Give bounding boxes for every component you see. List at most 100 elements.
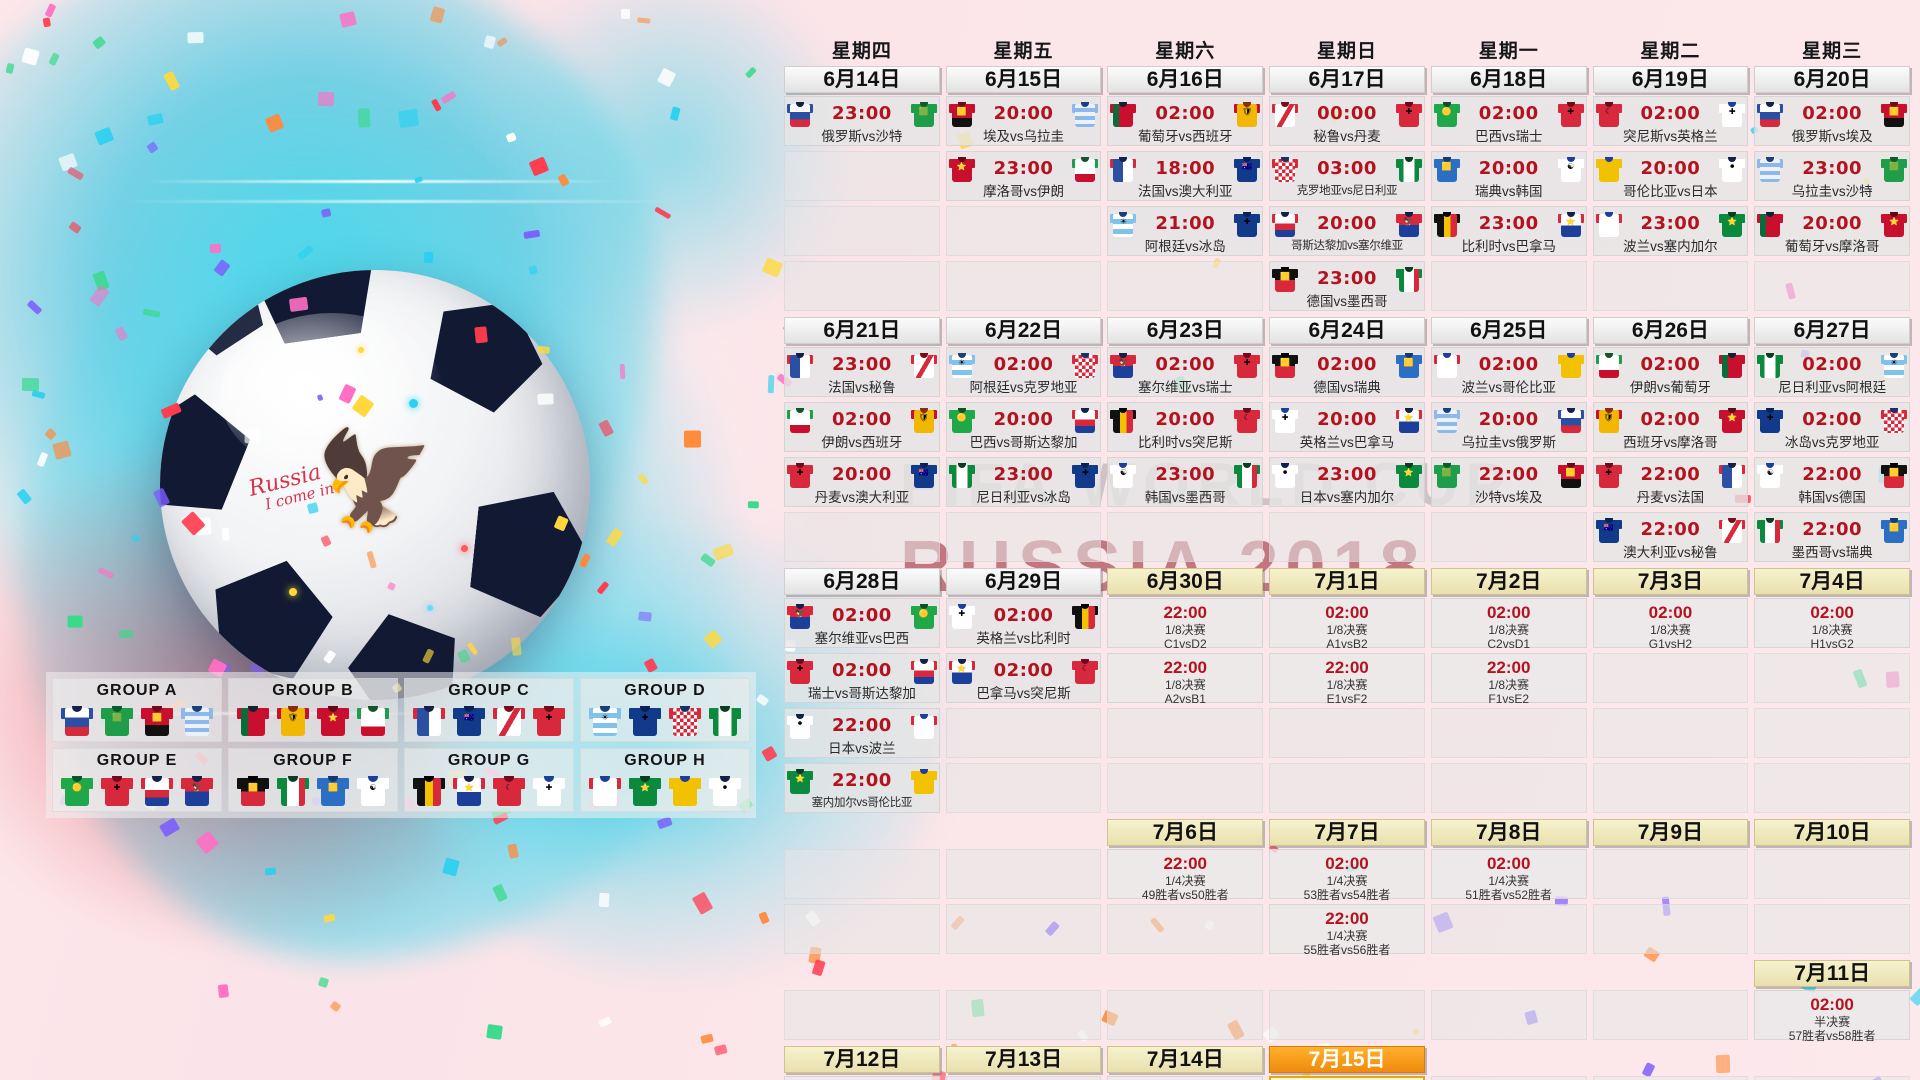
- knockout-match-cell[interactable]: 02:00 1/8决赛 G1vsH2: [1592, 598, 1749, 651]
- match-cell[interactable]: ✚ 22:00 丹麦vs法国: [1592, 457, 1749, 507]
- date-header-6月24日[interactable]: 6月24日: [1269, 317, 1425, 344]
- match-cell[interactable]: 00:00 ✚ 秘鲁vs丹麦: [1269, 96, 1425, 146]
- knockout-match-cell[interactable]: 02:00 半决赛 57胜者vs58胜者: [1754, 990, 1910, 1043]
- date-header-6月22日[interactable]: 6月22日: [945, 317, 1102, 344]
- knockout-match-cell[interactable]: 22:00 1/4决赛 55胜者vs56胜者: [1269, 904, 1425, 957]
- knockout-match-cell[interactable]: 02:00 1/4决赛 53胜者vs54胜者: [1269, 849, 1425, 902]
- knockout-match-cell[interactable]: 02:00 1/4决赛 51胜者vs52胜者: [1430, 849, 1587, 902]
- match-cell[interactable]: 20:00 ⭐ 葡萄牙vs摩洛哥: [1754, 206, 1910, 256]
- match-cell[interactable]: 🛡 02:00 ⭐ 西班牙vs摩洛哥: [1592, 402, 1749, 452]
- match-cell[interactable]: 03:00 克罗地亚vs尼日利亚: [1269, 151, 1425, 201]
- date-header-7月8日[interactable]: 7月8日: [1430, 819, 1587, 846]
- match-cell[interactable]: ☯ 23:00 韩国vs墨西哥: [1107, 457, 1264, 507]
- date-header-7月10日[interactable]: 7月10日: [1754, 819, 1910, 846]
- date-header-6月18日[interactable]: 6月18日: [1430, 66, 1587, 93]
- match-cell[interactable]: 02:00 🛡 伊朗vs西班牙: [784, 402, 940, 452]
- match-cell[interactable]: 23:00 ⭐ 波兰vs塞内加尔: [1592, 206, 1749, 256]
- date-header-7月12日[interactable]: 7月12日: [784, 1046, 940, 1073]
- match-cell[interactable]: 🟡 02:00 ✚ 巴西vs瑞士: [1430, 96, 1587, 146]
- date-header-7月14日[interactable]: 7月14日: [1107, 1046, 1264, 1073]
- match-cell[interactable]: 🦅 02:00 ✚ 塞尔维亚vs瑞士: [1107, 347, 1264, 397]
- group-card-group-h[interactable]: GROUP H ⭐ ⚫: [580, 748, 750, 812]
- date-header-6月21日[interactable]: 6月21日: [784, 317, 940, 344]
- date-header-6月17日[interactable]: 6月17日: [1269, 66, 1425, 93]
- knockout-match-cell[interactable]: 02:00 1/8决赛 H1vsG2: [1754, 598, 1910, 651]
- match-cell[interactable]: ☾ 02:00 ✚ 突尼斯vs英格兰: [1592, 96, 1749, 146]
- match-cell[interactable]: ⭐ 22:00 塞内加尔vs哥伦比亚: [784, 763, 940, 813]
- date-header-7月4日[interactable]: 7月4日: [1754, 568, 1910, 595]
- match-cell[interactable]: 🇦🇺 22:00 澳大利亚vs秘鲁: [1592, 512, 1749, 562]
- match-cell[interactable]: ☀ 02:00 阿根廷vs克罗地亚: [945, 347, 1102, 397]
- match-cell[interactable]: 02:00 🛡 葡萄牙vs西班牙: [1107, 96, 1264, 146]
- knockout-match-cell[interactable]: 02:00 1/8决赛 A1vsB2: [1269, 598, 1425, 651]
- match-cell[interactable]: 20:00 ⚫ 哥伦比亚vs日本: [1592, 151, 1749, 201]
- match-cell[interactable]: ✚ 20:00 ⭐ 英格兰vs巴拿马: [1269, 402, 1425, 452]
- date-header-7月7日[interactable]: 7月7日: [1269, 819, 1425, 846]
- match-cell[interactable]: 02:00 🟨 俄罗斯vs埃及: [1754, 96, 1910, 146]
- match-cell[interactable]: 🟨 20:00 埃及vs乌拉圭: [945, 96, 1102, 146]
- knockout-match-cell[interactable]: 22:00 1/8决赛 F1vsE2: [1430, 653, 1587, 706]
- knockout-match-cell[interactable]: 02:00 1/8决赛 C2vsD1: [1430, 598, 1587, 651]
- date-header-7月3日[interactable]: 7月3日: [1592, 568, 1749, 595]
- match-cell[interactable]: 02:00 ☀ 尼日利亚vs阿根廷: [1754, 347, 1910, 397]
- match-cell[interactable]: ⭐ 02:00 ☾ 巴拿马vs突尼斯: [945, 653, 1102, 703]
- match-cell[interactable]: ✚ 02:00 英格兰vs比利时: [945, 598, 1102, 648]
- match-cell[interactable]: 🟩 22:00 🟨 沙特vs埃及: [1430, 457, 1587, 507]
- date-header-6月29日[interactable]: 6月29日: [945, 568, 1102, 595]
- date-header-7月9日[interactable]: 7月9日: [1592, 819, 1749, 846]
- match-cell[interactable]: ⚫ 22:00 日本vs波兰: [784, 708, 940, 758]
- match-cell[interactable]: 23:00 ✚ 尼日利亚vs冰岛: [945, 457, 1102, 507]
- date-header-7月15日[interactable]: 7月15日: [1269, 1046, 1425, 1073]
- date-header-7月6日[interactable]: 7月6日: [1107, 819, 1264, 846]
- group-card-group-d[interactable]: GROUP D ☀ ✚: [580, 678, 750, 742]
- group-card-group-f[interactable]: GROUP F 🟨 🟨 ☯: [228, 748, 398, 812]
- date-header-6月14日[interactable]: 6月14日: [784, 66, 940, 93]
- match-cell[interactable]: 02:00 伊朗vs葡萄牙: [1592, 347, 1749, 397]
- match-cell[interactable]: 23:00 🟩 俄罗斯vs沙特: [784, 96, 940, 146]
- match-cell[interactable]: 22:00 🟨 墨西哥vs瑞典: [1754, 512, 1910, 562]
- match-cell[interactable]: ☀ 21:00 ✚ 阿根廷vs冰岛: [1107, 206, 1264, 256]
- date-header-7月11日[interactable]: 7月11日: [1754, 960, 1910, 987]
- date-header-6月19日[interactable]: 6月19日: [1592, 66, 1749, 93]
- match-cell[interactable]: 23:00 ⭐ 比利时vs巴拿马: [1430, 206, 1587, 256]
- date-header-6月28日[interactable]: 6月28日: [784, 568, 940, 595]
- group-card-group-a[interactable]: GROUP A 🟩 🟨: [52, 678, 222, 742]
- match-cell[interactable]: 🟨 20:00 ☯ 瑞典vs韩国: [1430, 151, 1587, 201]
- group-card-group-g[interactable]: GROUP G ⭐ ☾ ✚: [404, 748, 574, 812]
- knockout-match-cell[interactable]: 22:00 1/8决赛 C1vsD2: [1107, 598, 1264, 651]
- date-header-6月15日[interactable]: 6月15日: [945, 66, 1102, 93]
- match-cell[interactable]: ⭐ 23:00 摩洛哥vs伊朗: [945, 151, 1102, 201]
- match-cell[interactable]: 🦅 02:00 🟡 塞尔维亚vs巴西: [784, 598, 940, 648]
- match-cell[interactable]: 18:00 🇦🇺 法国vs澳大利亚: [1107, 151, 1264, 201]
- match-cell[interactable]: 23:00 法国vs秘鲁: [784, 347, 940, 397]
- date-header-6月30日[interactable]: 6月30日: [1107, 568, 1264, 595]
- date-header-6月25日[interactable]: 6月25日: [1430, 317, 1587, 344]
- date-header-7月1日[interactable]: 7月1日: [1269, 568, 1425, 595]
- match-cell[interactable]: 20:00 乌拉圭vs俄罗斯: [1430, 402, 1587, 452]
- date-header-7月2日[interactable]: 7月2日: [1430, 568, 1587, 595]
- date-header-6月23日[interactable]: 6月23日: [1107, 317, 1264, 344]
- match-cell[interactable]: 🟨 23:00 德国vs墨西哥: [1269, 261, 1425, 311]
- match-cell[interactable]: 🟨 02:00 🟨 德国vs瑞典: [1269, 347, 1425, 397]
- knockout-match-cell[interactable]: 22:00 1/8决赛 E1vsF2: [1269, 653, 1425, 706]
- knockout-match-cell[interactable]: 22:00 1/8决赛 A2vsB1: [1107, 653, 1264, 706]
- knockout-match-cell[interactable]: 02:00半决赛59胜者vs60胜者: [784, 1076, 940, 1080]
- match-cell[interactable]: ⚫ 23:00 ⭐ 日本vs塞内加尔: [1269, 457, 1425, 507]
- knockout-match-cell[interactable]: 22:00 1/4决赛 49胜者vs50胜者: [1107, 849, 1264, 902]
- date-header-7月13日[interactable]: 7月13日: [945, 1046, 1102, 1073]
- match-cell[interactable]: 20:00 ☾ 比利时vs突尼斯: [1107, 402, 1264, 452]
- date-header-6月27日[interactable]: 6月27日: [1754, 317, 1910, 344]
- group-card-group-b[interactable]: GROUP B 🛡 ⭐: [228, 678, 398, 742]
- group-card-group-c[interactable]: GROUP C 🇦🇺 ✚: [404, 678, 574, 742]
- match-cell[interactable]: 02:00 波兰vs哥伦比亚: [1430, 347, 1587, 397]
- match-cell[interactable]: 23:00 🟩 乌拉圭vs沙特: [1754, 151, 1910, 201]
- date-header-6月20日[interactable]: 6月20日: [1754, 66, 1910, 93]
- date-header-6月16日[interactable]: 6月16日: [1107, 66, 1264, 93]
- group-card-group-e[interactable]: GROUP E 🟡 ✚ 🦅: [52, 748, 222, 812]
- date-header-6月26日[interactable]: 6月26日: [1592, 317, 1749, 344]
- match-cell[interactable]: 🟡 20:00 巴西vs哥斯达黎加: [945, 402, 1102, 452]
- match-cell[interactable]: 20:00 🦅 哥斯达黎加vs塞尔维亚: [1269, 206, 1425, 256]
- knockout-match-cell[interactable]: 22:00三四名决赛61负者vs62负者: [1107, 1076, 1264, 1080]
- match-cell[interactable]: ✚ 20:00 🇦🇺 丹麦vs澳大利亚: [784, 457, 940, 507]
- match-cell[interactable]: ☯ 22:00 🟨 韩国vs德国: [1754, 457, 1910, 507]
